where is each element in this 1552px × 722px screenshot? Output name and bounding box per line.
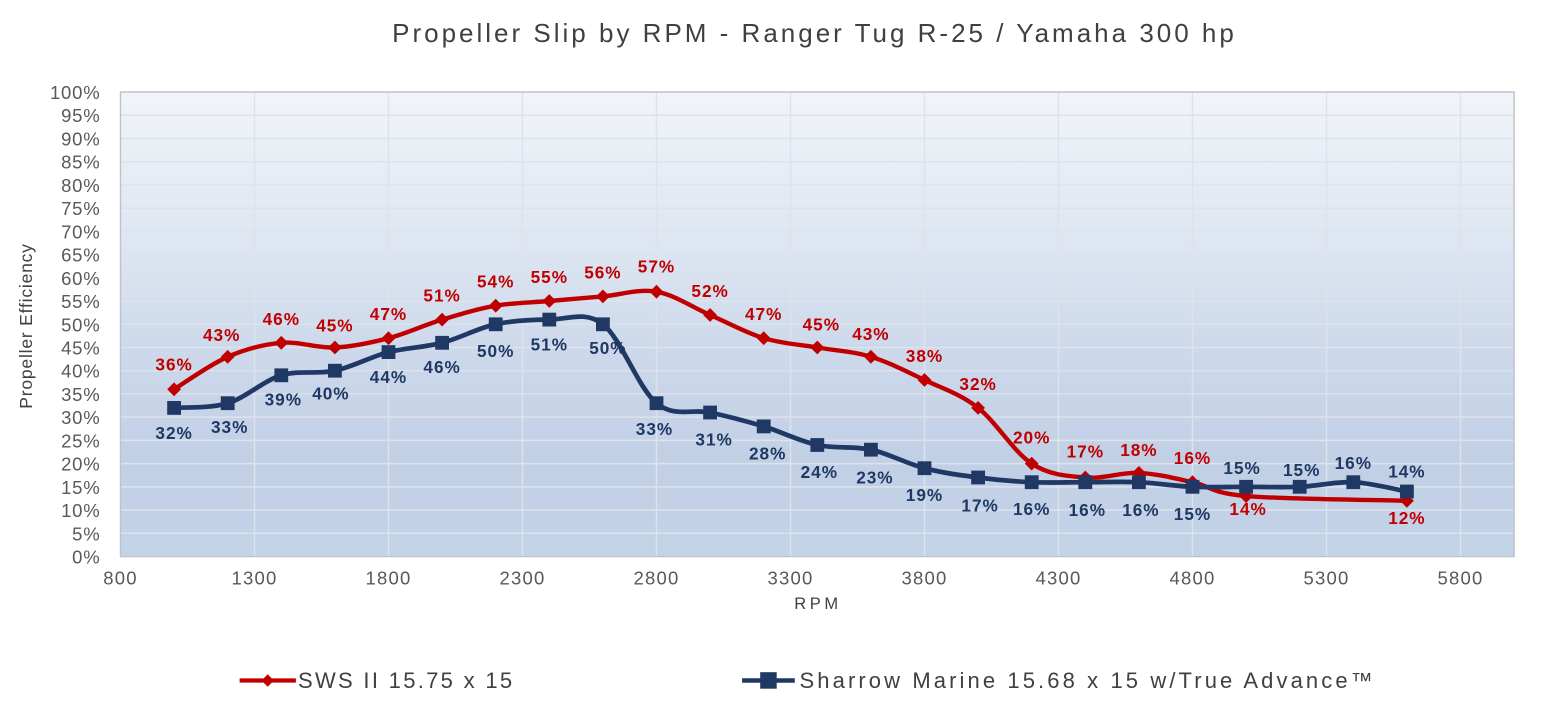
- svg-text:32%: 32%: [155, 423, 192, 443]
- svg-text:35%: 35%: [61, 384, 100, 405]
- svg-text:3800: 3800: [902, 568, 948, 589]
- svg-text:33%: 33%: [211, 417, 248, 437]
- svg-text:43%: 43%: [852, 324, 889, 344]
- svg-text:18%: 18%: [1120, 440, 1157, 460]
- svg-text:800: 800: [103, 568, 137, 589]
- svg-text:52%: 52%: [691, 281, 728, 301]
- svg-text:19%: 19%: [906, 485, 943, 505]
- svg-text:51%: 51%: [423, 286, 460, 306]
- svg-text:16%: 16%: [1069, 500, 1106, 520]
- svg-text:28%: 28%: [749, 443, 786, 463]
- svg-text:2800: 2800: [634, 568, 680, 589]
- svg-text:38%: 38%: [906, 346, 943, 366]
- svg-text:43%: 43%: [203, 325, 240, 345]
- svg-text:Sharrow Marine 15.68 x 15 w/Tr: Sharrow Marine 15.68 x 15 w/True Advance…: [800, 668, 1376, 693]
- svg-text:3300: 3300: [768, 568, 814, 589]
- svg-text:95%: 95%: [61, 105, 100, 126]
- svg-text:17%: 17%: [1067, 442, 1104, 462]
- svg-text:45%: 45%: [803, 315, 840, 335]
- svg-text:5300: 5300: [1304, 568, 1350, 589]
- svg-text:32%: 32%: [959, 374, 996, 394]
- svg-text:47%: 47%: [370, 304, 407, 324]
- svg-text:20%: 20%: [1013, 428, 1050, 448]
- svg-text:65%: 65%: [61, 245, 100, 266]
- svg-text:16%: 16%: [1013, 499, 1050, 519]
- svg-text:57%: 57%: [638, 257, 675, 277]
- svg-text:15%: 15%: [1223, 458, 1260, 478]
- svg-text:46%: 46%: [423, 357, 460, 377]
- svg-text:46%: 46%: [263, 309, 300, 329]
- svg-text:40%: 40%: [61, 361, 100, 382]
- svg-text:36%: 36%: [155, 354, 192, 374]
- svg-text:51%: 51%: [531, 335, 568, 355]
- svg-text:30%: 30%: [61, 407, 100, 428]
- svg-text:16%: 16%: [1335, 453, 1372, 473]
- svg-text:44%: 44%: [370, 367, 407, 387]
- svg-text:85%: 85%: [61, 152, 100, 173]
- svg-text:40%: 40%: [312, 384, 349, 404]
- svg-text:55%: 55%: [531, 267, 568, 287]
- svg-text:10%: 10%: [61, 500, 100, 521]
- svg-text:15%: 15%: [1283, 460, 1320, 480]
- svg-text:75%: 75%: [61, 198, 100, 219]
- svg-text:33%: 33%: [636, 419, 673, 439]
- svg-text:4800: 4800: [1170, 568, 1216, 589]
- svg-text:15%: 15%: [1174, 504, 1211, 524]
- svg-text:54%: 54%: [477, 272, 514, 292]
- svg-text:55%: 55%: [61, 291, 100, 312]
- svg-text:80%: 80%: [61, 175, 100, 196]
- svg-text:4300: 4300: [1036, 568, 1082, 589]
- svg-text:16%: 16%: [1174, 448, 1211, 468]
- svg-text:60%: 60%: [61, 268, 100, 289]
- svg-text:31%: 31%: [695, 430, 732, 450]
- svg-text:SWS II 15.75 x 15: SWS II 15.75 x 15: [298, 668, 514, 693]
- svg-text:16%: 16%: [1122, 500, 1159, 520]
- svg-text:50%: 50%: [477, 341, 514, 361]
- svg-text:14%: 14%: [1388, 462, 1425, 482]
- svg-text:100%: 100%: [50, 82, 101, 103]
- svg-text:15%: 15%: [61, 477, 100, 498]
- svg-text:17%: 17%: [961, 496, 998, 516]
- svg-text:1300: 1300: [232, 568, 278, 589]
- svg-text:5800: 5800: [1438, 568, 1484, 589]
- svg-text:2300: 2300: [500, 568, 546, 589]
- svg-text:20%: 20%: [61, 454, 100, 475]
- svg-text:0%: 0%: [72, 547, 100, 568]
- svg-text:45%: 45%: [316, 316, 353, 336]
- svg-text:1800: 1800: [366, 568, 412, 589]
- svg-text:50%: 50%: [589, 338, 626, 358]
- svg-text:70%: 70%: [61, 221, 100, 242]
- svg-text:23%: 23%: [856, 468, 893, 488]
- svg-text:39%: 39%: [265, 389, 302, 409]
- svg-text:24%: 24%: [801, 462, 838, 482]
- svg-text:12%: 12%: [1388, 508, 1425, 528]
- svg-text:5%: 5%: [72, 523, 100, 544]
- svg-text:Propeller Slip by RPM - Ranger: Propeller Slip by RPM - Ranger Tug R-25 …: [392, 18, 1237, 48]
- svg-text:25%: 25%: [61, 430, 100, 451]
- svg-text:Propeller Efficiency: Propeller Efficiency: [16, 243, 36, 408]
- svg-text:90%: 90%: [61, 128, 100, 149]
- svg-text:14%: 14%: [1229, 499, 1266, 519]
- svg-text:RPM: RPM: [794, 595, 841, 613]
- svg-text:56%: 56%: [584, 262, 621, 282]
- svg-text:45%: 45%: [61, 338, 100, 359]
- svg-text:47%: 47%: [745, 304, 782, 324]
- svg-text:50%: 50%: [61, 314, 100, 335]
